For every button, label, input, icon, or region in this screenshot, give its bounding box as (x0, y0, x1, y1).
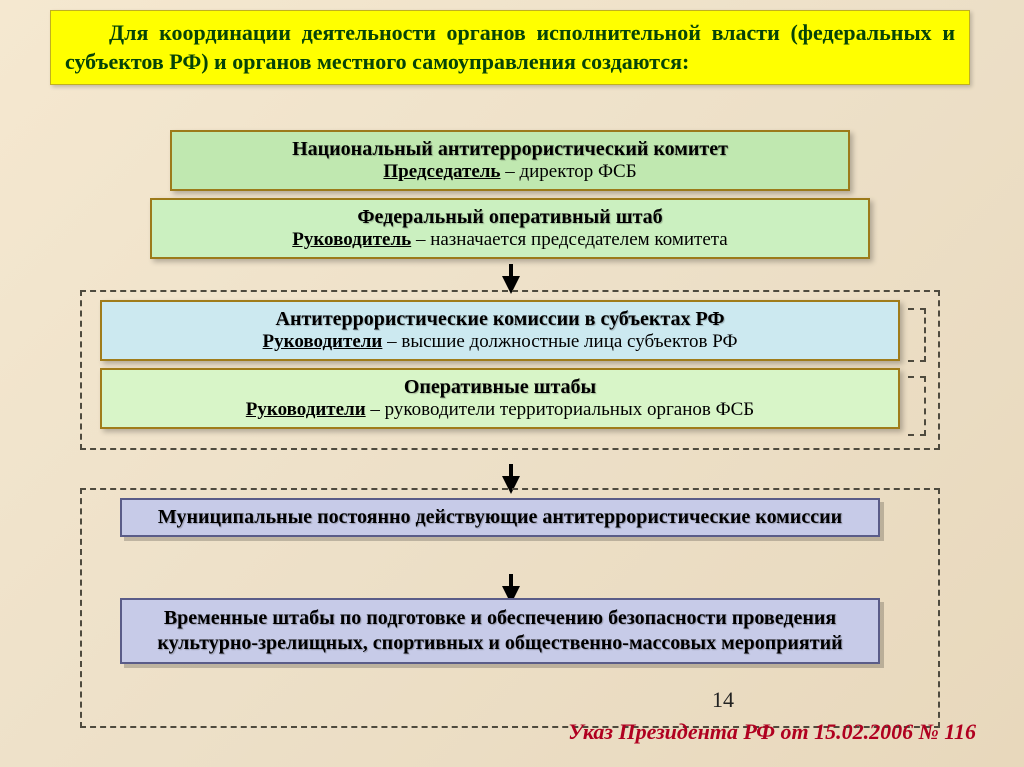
header-box: Для координации деятельности органов исп… (50, 10, 970, 85)
national-committee-block: Национальный антитеррористический комите… (170, 130, 850, 191)
role-text: – назначается председателем комитета (411, 229, 728, 250)
block-title: Муниципальные постоянно действующие анти… (132, 506, 868, 529)
role-text: – высшие должностные лица субъектов РФ (382, 331, 737, 352)
header-text: Для координации деятельности органов исп… (65, 19, 955, 76)
role-label: Руководитель (292, 229, 411, 250)
block-subtitle: Руководитель – назначается председателем… (162, 229, 858, 251)
role-label: Руководители (263, 331, 383, 352)
block-subtitle: Руководители – руководители территориаль… (112, 399, 888, 421)
role-label: Руководители (246, 399, 366, 420)
dashed-shadow (908, 308, 926, 362)
block-title: Национальный антитеррористический комите… (182, 138, 838, 161)
role-text: – директор ФСБ (500, 161, 636, 182)
block-title: Оперативные штабы (112, 376, 888, 399)
block-subtitle: Руководители – высшие должностные лица с… (112, 331, 888, 353)
role-label: Председатель (383, 161, 500, 182)
block-title: Федеральный оперативный штаб (162, 206, 858, 229)
operational-staff-block: Оперативные штабы Руководители – руковод… (100, 368, 900, 429)
municipal-commission-block: Муниципальные постоянно действующие анти… (120, 498, 880, 537)
role-text: – руководители территориальных органов Ф… (366, 399, 755, 420)
dashed-shadow (908, 376, 926, 436)
block-subtitle: Председатель – директор ФСБ (182, 161, 838, 183)
decree-reference: Указ Президента РФ от 15.02.2006 № 116 (568, 719, 976, 745)
block-title: Временные штабы по подготовке и обеспече… (132, 606, 868, 656)
block-title: Антитеррористические комиссии в субъекта… (112, 308, 888, 331)
page-number: 14 (712, 687, 734, 713)
federal-staff-block: Федеральный оперативный штаб Руководител… (150, 198, 870, 259)
temporary-staff-block: Временные штабы по подготовке и обеспече… (120, 598, 880, 664)
regional-commission-block: Антитеррористические комиссии в субъекта… (100, 300, 900, 361)
